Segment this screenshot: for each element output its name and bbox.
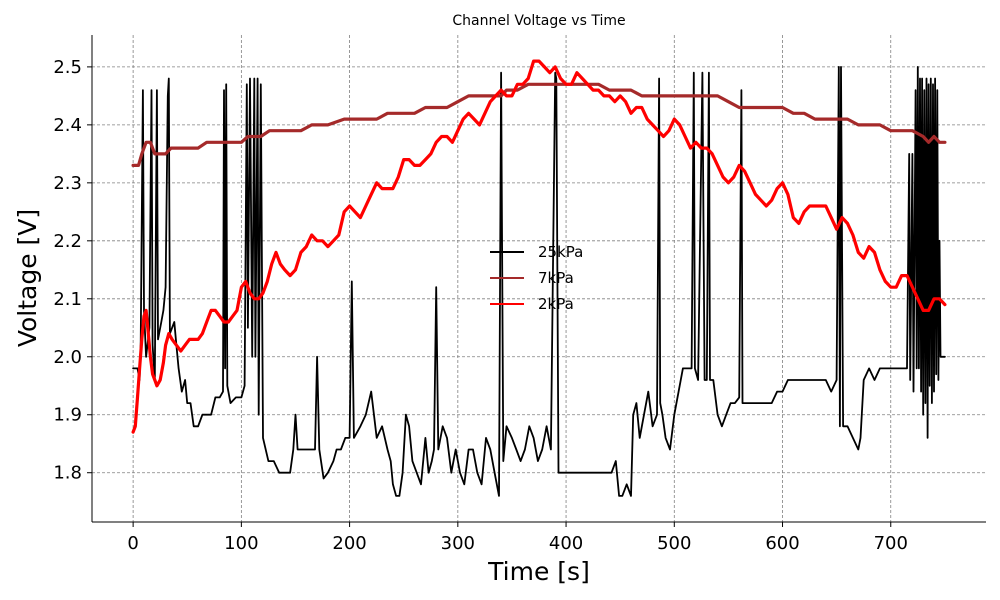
y-tick-label: 1.8 <box>53 463 82 484</box>
legend-item-label: 25kPa <box>538 243 583 261</box>
ticks: 0 100 200 300 400 500 600 700 1.8 1.9 2.0 2.1 2.2 2.3… <box>53 57 908 554</box>
x-tick-label: 100 <box>224 533 258 554</box>
series-line-2kpa <box>131 59 947 434</box>
legend: 25kPa 7kPa 2kPa <box>490 243 583 313</box>
x-axis-label: Time [s] <box>487 557 590 586</box>
y-tick-label: 1.9 <box>53 405 82 426</box>
series-lines <box>131 59 947 497</box>
y-tick-label: 2.0 <box>53 347 82 368</box>
y-tick-label: 2.1 <box>53 289 82 310</box>
x-tick-label: 500 <box>657 533 691 554</box>
x-tick-label: 700 <box>874 533 908 554</box>
legend-item-label: 2kPa <box>538 295 574 313</box>
y-axis-label: Voltage [V] <box>13 209 42 347</box>
y-tick-label: 2.3 <box>53 173 82 194</box>
x-tick-label: 400 <box>549 533 583 554</box>
y-tick-label: 2.2 <box>53 231 82 252</box>
x-tick-label: 300 <box>441 533 475 554</box>
x-tick-label: 200 <box>332 533 366 554</box>
series-line-7kpa <box>131 82 947 167</box>
y-tick-label: 2.4 <box>53 115 82 136</box>
legend-item-label: 7kPa <box>538 269 574 287</box>
x-tick-label: 0 <box>127 533 138 554</box>
chart-title: Channel Voltage vs Time <box>452 13 625 29</box>
x-tick-label: 600 <box>765 533 799 554</box>
series-line-25kpa <box>132 66 946 497</box>
y-tick-label: 2.5 <box>53 57 82 78</box>
